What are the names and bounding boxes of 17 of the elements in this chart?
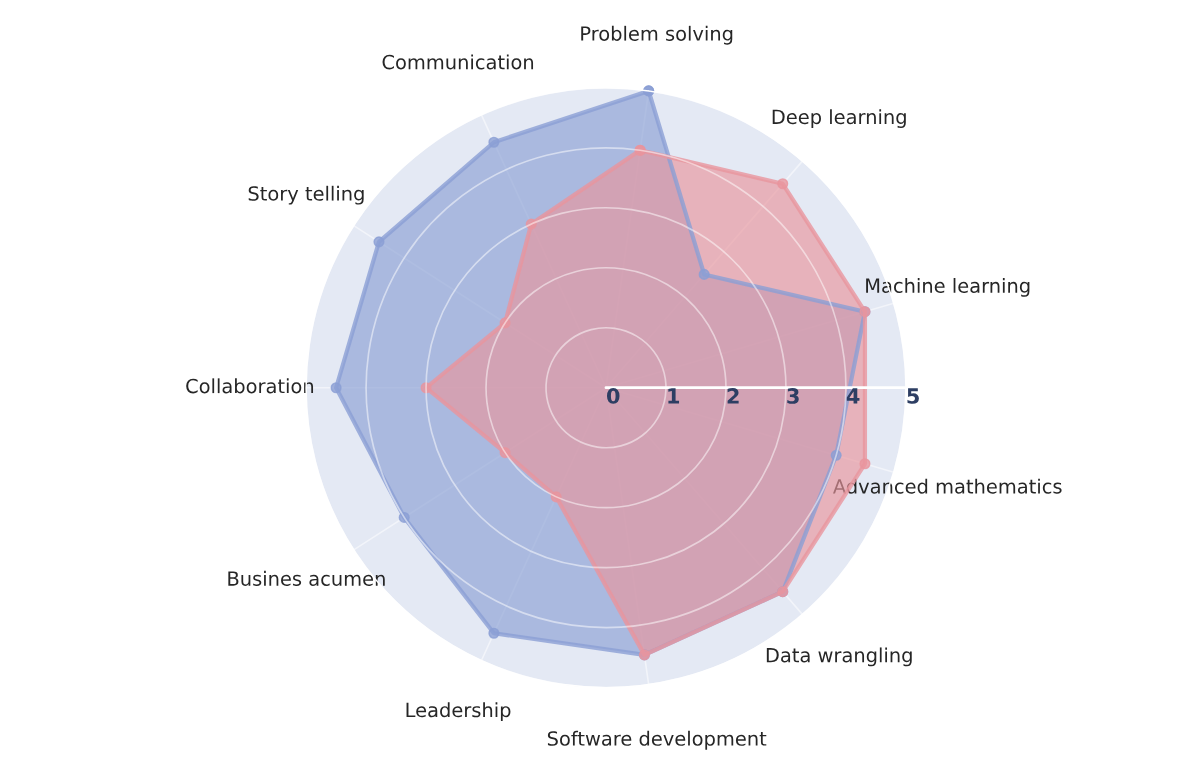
spoke-label: Problem solving: [581, 25, 733, 45]
spoke-label: Leadership: [406, 702, 511, 722]
y-tick-label: 3: [787, 388, 799, 404]
spoke-label: Story telling: [248, 185, 364, 205]
spoke-label: Collaboration: [186, 378, 314, 394]
spoke-label: Deep learning: [772, 109, 906, 128]
y-tick-label: 4: [846, 388, 860, 404]
y-tick-label: 0: [607, 388, 620, 404]
y-tick-label: 1: [668, 388, 680, 404]
spoke-label: Communication: [382, 54, 534, 70]
y-tick-label: 2: [727, 388, 739, 404]
spoke-label: Software development: [547, 730, 767, 750]
spoke-label: Advanced mathematics: [833, 478, 1062, 494]
spoke-label: Busines acumen: [228, 570, 385, 586]
y-tick-label: 5: [907, 388, 919, 404]
spoke-label: Data wrangling: [766, 647, 912, 667]
spoke-label: Machine learning: [866, 277, 1030, 297]
